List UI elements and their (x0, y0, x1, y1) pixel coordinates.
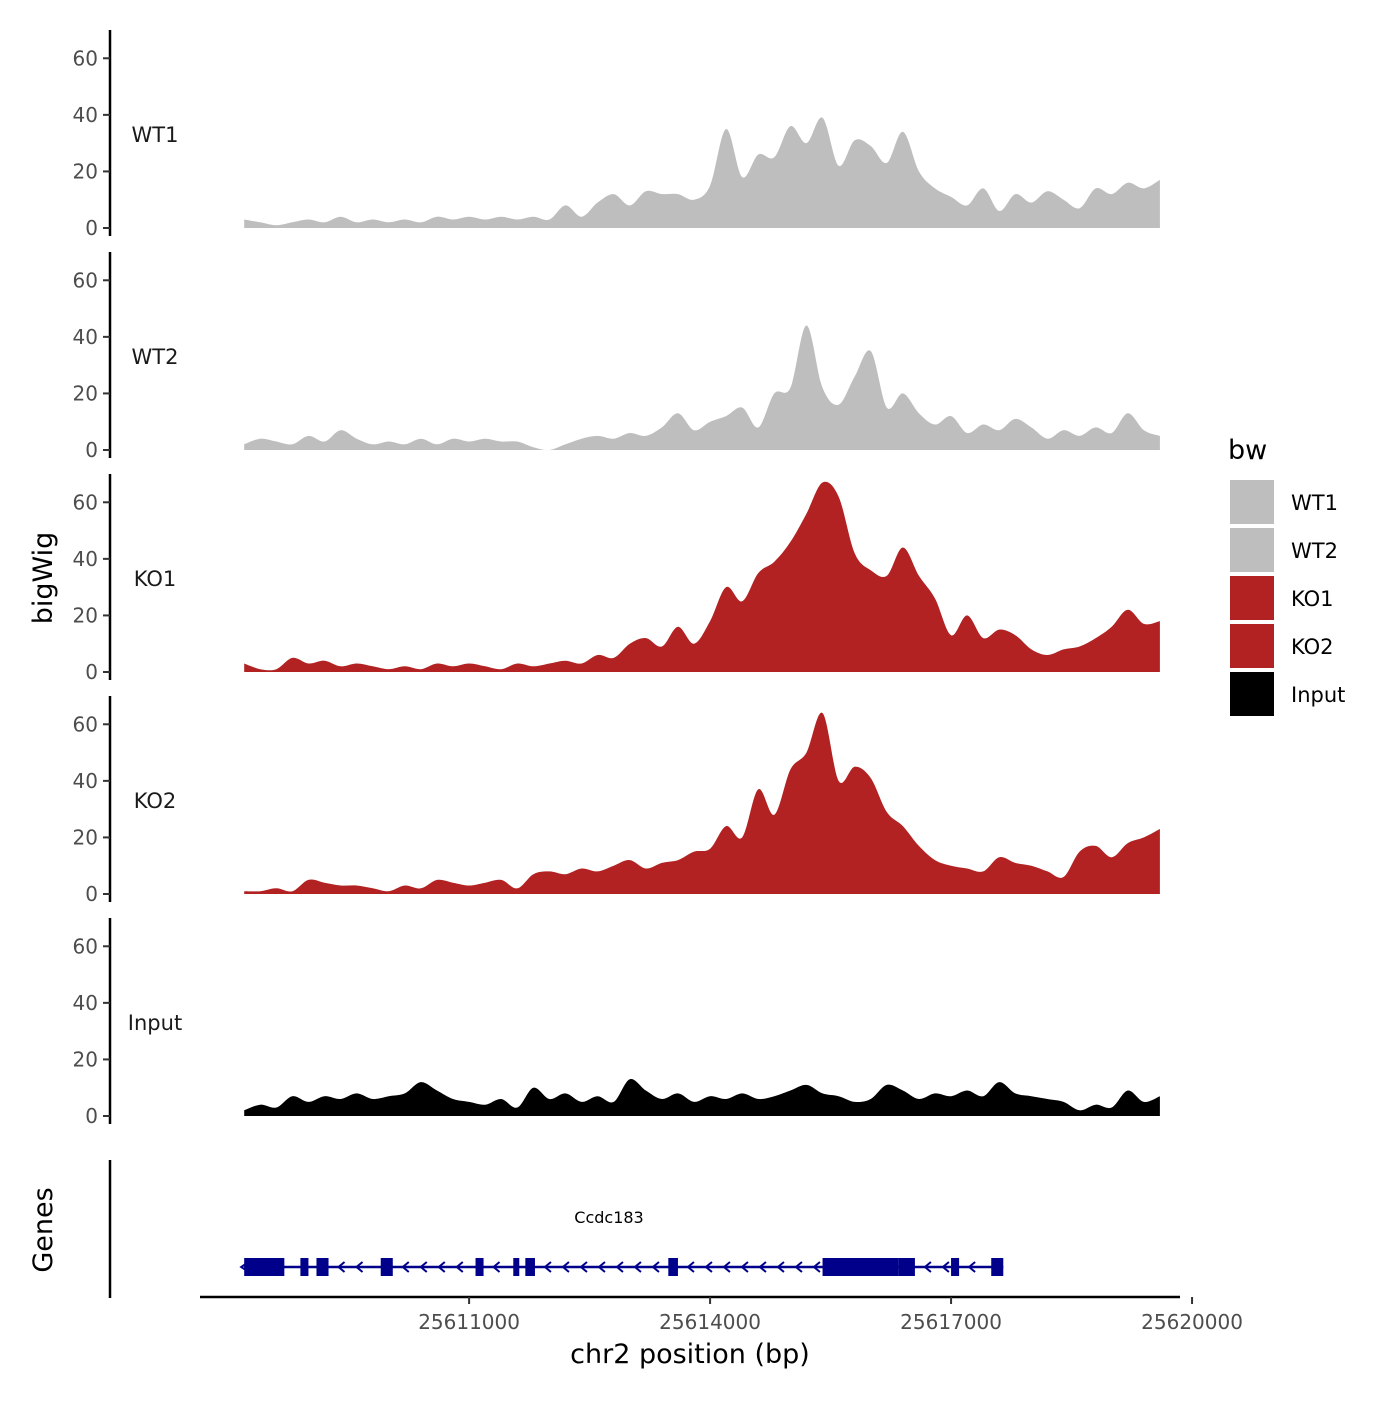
y-tick-label: 60 (73, 268, 98, 292)
strand-arrow (941, 1261, 950, 1273)
x-axis-title: chr2 position (bp) (570, 1339, 810, 1370)
strand-arrow (776, 1261, 785, 1273)
gene-track: Ccdc183 (108, 1160, 1004, 1298)
track-label: WT1 (132, 123, 179, 147)
legend-swatch-wt2 (1230, 528, 1274, 572)
y-tick-label: 40 (73, 547, 98, 571)
y-tick-label: 0 (85, 882, 98, 906)
legend-label-wt2: WT2 (1291, 539, 1338, 563)
x-tick-label: 25620000 (1141, 1310, 1243, 1334)
track-input: 0 20 40 60 Input (73, 918, 1160, 1128)
strand-arrow (354, 1261, 364, 1273)
strand-arrow (561, 1261, 570, 1273)
strand-arrow (455, 1261, 464, 1273)
y-tick-label: 20 (73, 1047, 98, 1071)
track-wt1: 0 20 40 60 WT1 (73, 30, 1160, 240)
track-label: KO2 (134, 789, 177, 813)
track-label: Input (128, 1011, 182, 1035)
y-tick-label: 60 (73, 490, 98, 514)
y-tick-label: 0 (85, 1104, 98, 1128)
y-tick-label: 40 (73, 991, 98, 1015)
strand-arrow (923, 1261, 932, 1273)
strand-arrow (812, 1261, 821, 1273)
y-tick-label: 20 (73, 159, 98, 183)
gene-name-label: Ccdc183 (574, 1208, 643, 1227)
strand-arrow (419, 1261, 428, 1273)
strand-arrow (651, 1261, 660, 1273)
gene-exon (951, 1258, 960, 1276)
gene-exon (380, 1258, 393, 1276)
y-tick-label: 40 (73, 325, 98, 349)
legend-swatch-ko2 (1230, 624, 1274, 668)
track-ko1: 0 20 40 60 KO1 (73, 474, 1160, 684)
track-wt2: 0 20 40 60 WT2 (73, 252, 1160, 462)
legend-title: bw (1228, 435, 1267, 466)
y-tick-label: 40 (73, 103, 98, 127)
track-label: WT2 (132, 345, 179, 369)
strand-arrow (740, 1261, 749, 1273)
strand-arrow (491, 1261, 501, 1273)
area-wt1 (244, 117, 1160, 228)
x-tick-label: 25614000 (659, 1310, 761, 1334)
track-ko2: 0 20 40 60 KO2 (73, 696, 1160, 906)
gene-exon (244, 1258, 285, 1276)
y-tick-label: 0 (85, 216, 98, 240)
strand-arrow (686, 1261, 695, 1273)
strand-arrow (336, 1261, 346, 1273)
y-tick-label: 20 (73, 381, 98, 405)
strand-arrow (758, 1261, 767, 1273)
legend-label-ko2: KO2 (1291, 635, 1334, 659)
area-ko2 (244, 712, 1160, 894)
strand-arrow (967, 1261, 976, 1273)
gene-exon (300, 1258, 309, 1276)
legend-label-wt1: WT1 (1291, 491, 1338, 515)
x-tick-label: 25611000 (418, 1310, 520, 1334)
strand-arrow (633, 1261, 642, 1273)
legend-swatch-wt1 (1230, 480, 1274, 524)
legend-swatch-input (1230, 672, 1274, 716)
legend-swatch-ko1 (1230, 576, 1274, 620)
x-tick-label: 25617000 (900, 1310, 1002, 1334)
strand-arrow (437, 1261, 446, 1273)
legend-label-ko1: KO1 (1291, 587, 1334, 611)
y-tick-label: 60 (73, 46, 98, 70)
strand-arrow (722, 1261, 731, 1273)
gene-exon (822, 1258, 899, 1276)
strand-arrow (543, 1261, 552, 1273)
strand-arrow (579, 1261, 588, 1273)
track-label: KO1 (134, 567, 177, 591)
y-tick-label: 40 (73, 769, 98, 793)
y-tick-label: 20 (73, 825, 98, 849)
gene-track-title: Genes (28, 1187, 59, 1272)
y-tick-label: 0 (85, 438, 98, 462)
x-axis: 25611000 25614000 25617000 25620000 (200, 1295, 1243, 1334)
y-tick-label: 60 (73, 934, 98, 958)
gene-exon (316, 1258, 329, 1276)
area-wt2 (244, 325, 1160, 451)
gene-exon (991, 1258, 1004, 1276)
signal-tracks: 0 20 40 60 WT1 0 20 40 60 WT2 0 20 40 60 KO1 0 20 40 60 KO2… (73, 30, 1160, 1128)
y-axis-title: bigWig (28, 532, 59, 625)
gene-exon (898, 1258, 915, 1276)
y-tick-label: 0 (85, 660, 98, 684)
legend: bw WT1 WT2 KO1 KO2 Input (1228, 435, 1345, 716)
strand-arrow (597, 1261, 606, 1273)
y-tick-label: 60 (73, 712, 98, 736)
gene-exon (668, 1258, 678, 1276)
strand-arrow (794, 1261, 803, 1273)
strand-arrow (615, 1261, 624, 1273)
gene-exon (513, 1258, 520, 1276)
area-ko1 (244, 481, 1160, 672)
gene-exon (525, 1258, 535, 1276)
strand-arrow (704, 1261, 713, 1273)
area-input (244, 1078, 1160, 1116)
legend-label-input: Input (1291, 683, 1345, 707)
strand-arrow (401, 1261, 410, 1273)
y-tick-label: 20 (73, 603, 98, 627)
gene-exon (475, 1258, 484, 1276)
